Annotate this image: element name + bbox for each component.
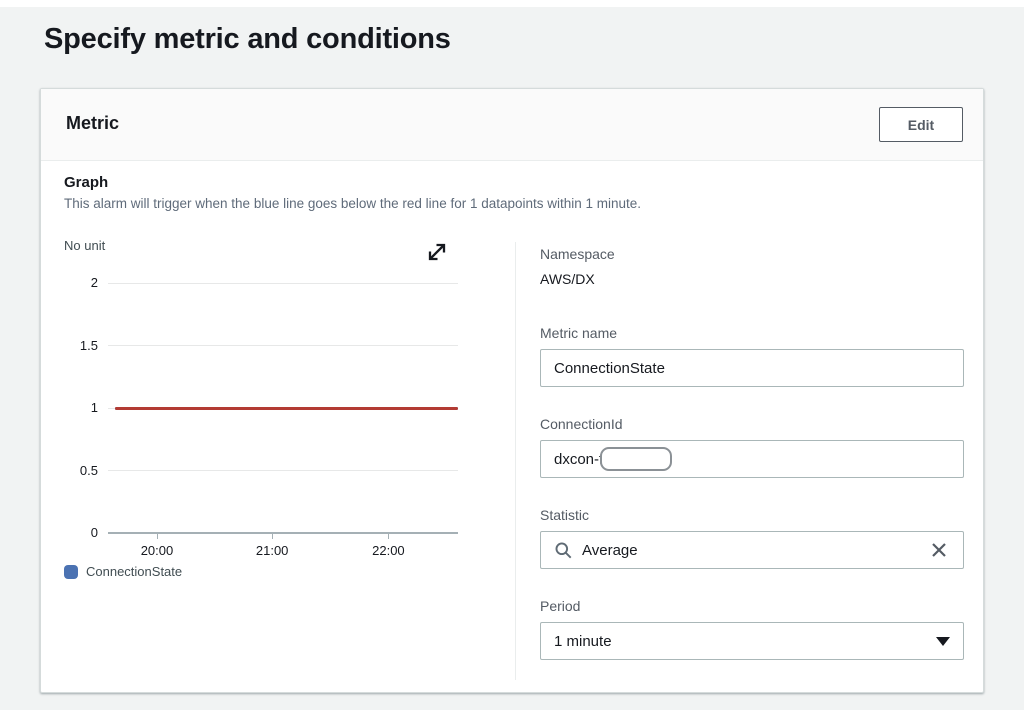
y-gridline bbox=[108, 345, 458, 346]
connection-id-label: ConnectionId bbox=[540, 416, 623, 432]
period-value: 1 minute bbox=[554, 632, 612, 650]
metric-form-column: Namespace AWS/DX Metric name ConnectionI… bbox=[540, 238, 964, 660]
connection-id-input[interactable]: dxcon-f bbox=[540, 440, 964, 478]
y-tick-label: 0.5 bbox=[79, 462, 98, 478]
graph-heading: Graph bbox=[64, 174, 109, 191]
vertical-divider bbox=[515, 242, 516, 680]
y-gridline bbox=[108, 282, 458, 284]
y-tick-label: 2 bbox=[90, 275, 98, 290]
card-title: Metric bbox=[66, 113, 120, 133]
redaction-box bbox=[600, 447, 673, 471]
statistic-input[interactable]: Average bbox=[540, 531, 964, 569]
clear-statistic-button[interactable] bbox=[928, 539, 950, 561]
chevron-down-icon bbox=[936, 636, 950, 646]
x-tick-label: 20:00 bbox=[140, 543, 174, 558]
x-axis-line bbox=[108, 532, 458, 534]
edit-button[interactable]: Edit bbox=[879, 107, 963, 142]
threshold-line bbox=[115, 406, 458, 410]
expand-chart-button[interactable] bbox=[425, 239, 451, 265]
search-icon bbox=[554, 541, 573, 560]
namespace-label: Namespace bbox=[540, 246, 615, 262]
chart-legend: ConnectionState bbox=[64, 564, 182, 579]
y-tick-label: 0 bbox=[90, 525, 98, 540]
metric-card-body: Graph This alarm will trigger when the b… bbox=[41, 161, 983, 692]
close-icon bbox=[929, 540, 949, 560]
period-label: Period bbox=[540, 598, 581, 614]
legend-swatch bbox=[64, 564, 78, 579]
page-background: Specify metric and conditions Metric Edi… bbox=[0, 7, 1024, 710]
connection-id-value: dxcon-f bbox=[554, 450, 604, 468]
y-tick-label: 1.5 bbox=[79, 337, 98, 353]
legend-item[interactable]: ConnectionState bbox=[64, 564, 182, 579]
connection-state-chart: 2 1.5 1 0.5 0 20:00 21:00 22:00 bbox=[80, 275, 458, 558]
x-tick-mark bbox=[388, 533, 390, 539]
expand-arrows-icon bbox=[425, 240, 451, 264]
x-tick-mark bbox=[272, 533, 274, 539]
y-gridline bbox=[108, 470, 458, 471]
graph-description: This alarm will trigger when the blue li… bbox=[64, 196, 642, 211]
metric-card: Metric Edit Graph This alarm will trigge… bbox=[40, 88, 984, 693]
metric-card-header: Metric Edit bbox=[41, 89, 983, 161]
namespace-value: AWS/DX bbox=[540, 271, 595, 287]
period-select[interactable]: 1 minute bbox=[540, 622, 964, 660]
statistic-value: Average bbox=[582, 541, 638, 559]
statistic-label: Statistic bbox=[540, 507, 590, 523]
metric-name-label: Metric name bbox=[540, 325, 618, 341]
x-tick-mark bbox=[156, 533, 158, 539]
page-title: Specify metric and conditions bbox=[44, 23, 451, 55]
legend-label: ConnectionState bbox=[86, 564, 183, 579]
y-tick-label: 1 bbox=[90, 400, 98, 415]
chart-unit-label: No unit bbox=[64, 238, 106, 253]
x-tick-label: 21:00 bbox=[255, 543, 289, 558]
metric-name-input[interactable] bbox=[540, 349, 964, 387]
x-tick-label: 22:00 bbox=[372, 543, 405, 558]
